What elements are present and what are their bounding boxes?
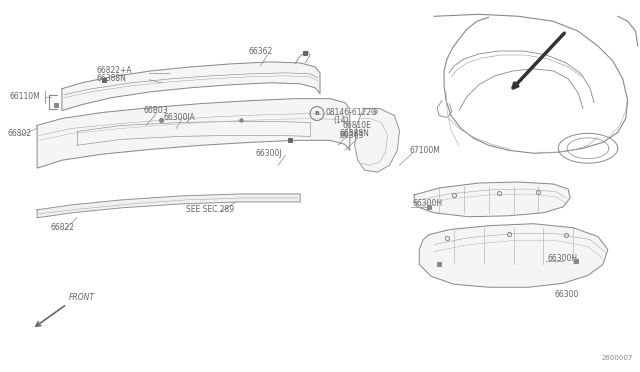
Text: 66300H: 66300H <box>412 199 442 208</box>
Polygon shape <box>62 62 320 110</box>
Text: B: B <box>315 111 319 116</box>
Polygon shape <box>414 182 570 217</box>
Text: 66B03: 66B03 <box>143 106 168 115</box>
Text: 66822+A: 66822+A <box>97 66 132 76</box>
Text: (14): (14) <box>333 116 349 125</box>
Text: 67100M: 67100M <box>410 146 440 155</box>
Text: 66362: 66362 <box>248 46 273 55</box>
Text: 66300JA: 66300JA <box>163 113 195 122</box>
Text: 66810E: 66810E <box>343 121 372 130</box>
Polygon shape <box>355 109 399 172</box>
Text: 66822: 66822 <box>50 223 74 232</box>
Text: 66802: 66802 <box>7 129 31 138</box>
Text: 66110M: 66110M <box>10 92 40 101</box>
Text: 66388N: 66388N <box>97 74 127 83</box>
Text: FRONT: FRONT <box>69 293 95 302</box>
Text: 08146-6122G: 08146-6122G <box>326 108 378 117</box>
Text: 66363: 66363 <box>340 131 364 140</box>
Polygon shape <box>419 224 608 287</box>
Polygon shape <box>37 194 300 218</box>
Text: 66300H: 66300H <box>547 254 577 263</box>
Text: 66300: 66300 <box>554 290 579 299</box>
Polygon shape <box>37 99 350 168</box>
Text: 2600007: 2600007 <box>601 355 633 361</box>
Text: 66388N: 66388N <box>340 129 370 138</box>
Text: SEE SEC.289: SEE SEC.289 <box>186 205 234 214</box>
Text: 66300J: 66300J <box>255 149 282 158</box>
